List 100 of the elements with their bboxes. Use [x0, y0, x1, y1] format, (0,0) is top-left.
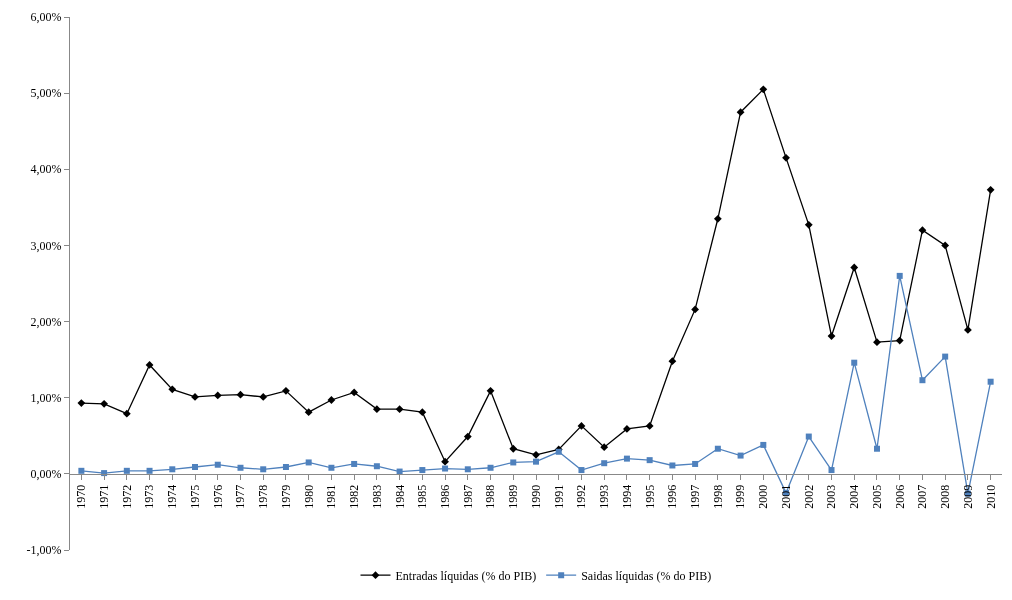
point [463, 432, 472, 441]
point [805, 433, 812, 440]
point [987, 378, 994, 385]
point [442, 465, 449, 472]
point [601, 460, 608, 467]
point [851, 359, 858, 366]
x-tick-label: 2001 [778, 484, 793, 509]
point [145, 361, 154, 369]
x-tick-label: 1974 [165, 484, 180, 509]
point [873, 338, 881, 347]
x-tick-label: 1981 [324, 484, 339, 509]
x-tick-label: 1979 [278, 484, 293, 509]
legend-label: Entradas líquidas (% do PIB) [395, 568, 537, 583]
point [691, 305, 700, 314]
point [600, 443, 609, 452]
x-tick-label: 2004 [847, 484, 862, 509]
y-tick-label: 6,00% [30, 10, 62, 25]
x-tick-label: 2005 [869, 484, 884, 509]
point [692, 460, 699, 467]
point [918, 226, 927, 235]
y-tick-label: -1,00% [26, 543, 62, 558]
point [282, 386, 290, 395]
point [919, 377, 926, 384]
point [760, 441, 767, 448]
point [123, 467, 130, 474]
point [305, 459, 312, 466]
point [372, 405, 381, 414]
point [282, 464, 289, 470]
point [441, 457, 449, 466]
y-tick-label: 5,00% [30, 86, 62, 101]
point [418, 408, 427, 417]
point [964, 326, 972, 334]
x-tick-label: 1984 [392, 484, 407, 509]
point [646, 457, 653, 464]
x-tick-label: 1999 [733, 484, 748, 509]
x-tick-label: 1985 [415, 484, 430, 509]
x-tick-label: 1977 [233, 484, 248, 509]
point [736, 108, 745, 117]
y-tick-label: 2,00% [30, 314, 62, 329]
point [486, 386, 495, 395]
x-tick-label: 1994 [619, 484, 634, 509]
x-tick-label: 1988 [483, 484, 498, 509]
point [713, 214, 722, 223]
point [941, 241, 950, 250]
point [759, 85, 768, 94]
x-tick-label: 1996 [665, 484, 680, 509]
x-tick-label: 1987 [460, 484, 475, 509]
point [487, 464, 494, 471]
point [122, 409, 131, 418]
x-tick-label: 1990 [528, 484, 543, 509]
y-tick-label: 4,00% [30, 162, 62, 177]
point [168, 385, 177, 394]
x-tick-label: 1986 [437, 484, 452, 509]
point [350, 388, 359, 397]
point [304, 408, 313, 417]
x-tick-label: 1983 [369, 484, 384, 509]
point [828, 467, 835, 474]
point [419, 467, 426, 474]
point [782, 153, 790, 162]
x-tick-label: 1998 [710, 484, 725, 509]
point [510, 459, 517, 466]
x-tick-label: 1975 [187, 484, 202, 509]
point [645, 421, 654, 430]
point [146, 467, 153, 474]
point [623, 425, 631, 433]
y-tick-label: 0,00% [30, 467, 62, 482]
y-tick-label: 1,00% [30, 390, 62, 405]
x-tick-label: 2008 [938, 484, 953, 509]
x-tick-label: 1992 [574, 484, 589, 509]
point [351, 460, 358, 467]
point [532, 450, 540, 459]
point [260, 466, 267, 473]
x-tick-label: 1971 [97, 484, 111, 509]
x-tick-label: 2006 [892, 484, 907, 509]
point [737, 452, 744, 459]
point [327, 396, 336, 404]
point [669, 462, 676, 469]
point [986, 185, 995, 194]
x-tick-label: 2007 [915, 484, 930, 509]
x-tick-label: 1970 [74, 484, 89, 509]
legend-label: Saidas líquidas (% do PIB) [581, 568, 712, 583]
x-tick-label: 2002 [801, 484, 816, 509]
point [942, 353, 949, 360]
point [873, 445, 880, 452]
point [623, 455, 630, 462]
x-tick-label: 2009 [960, 484, 975, 509]
point [464, 466, 471, 473]
point [237, 464, 244, 471]
point [714, 445, 721, 452]
x-tick-label: 1973 [142, 484, 157, 509]
x-tick-label: 1982 [347, 484, 362, 509]
point [100, 399, 108, 408]
point [850, 263, 859, 272]
point [77, 399, 86, 407]
point [169, 466, 176, 473]
x-tick-label: 2000 [756, 484, 771, 509]
x-tick-label: 2003 [824, 484, 839, 509]
x-tick-label: 1976 [210, 484, 225, 509]
point [395, 405, 404, 414]
x-tick-label: 2010 [983, 484, 998, 509]
